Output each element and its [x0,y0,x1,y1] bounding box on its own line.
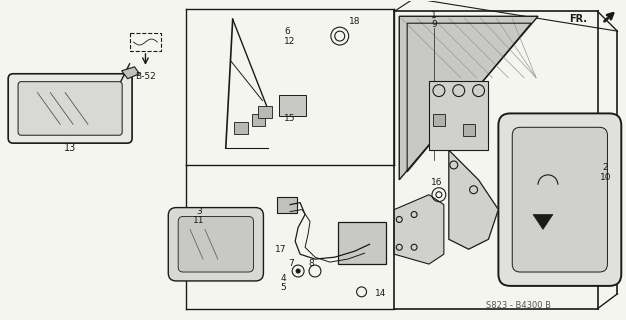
Polygon shape [429,81,488,150]
Text: 2: 2 [603,164,608,172]
FancyBboxPatch shape [433,114,445,126]
Text: 6: 6 [284,27,290,36]
FancyBboxPatch shape [338,222,386,264]
Text: 11: 11 [193,216,205,225]
Text: 17: 17 [275,245,286,254]
Polygon shape [399,16,538,180]
Polygon shape [121,67,140,79]
Text: 14: 14 [374,289,386,298]
FancyBboxPatch shape [463,124,475,136]
Bar [130,33,162,51]
Text: 10: 10 [600,173,611,182]
Text: 12: 12 [284,36,295,45]
Text: 13: 13 [64,143,76,153]
Text: 8: 8 [308,259,314,268]
Text: 5: 5 [280,284,286,292]
FancyBboxPatch shape [233,122,247,134]
Polygon shape [449,150,498,249]
Text: 16: 16 [431,178,443,187]
FancyBboxPatch shape [259,107,272,118]
FancyBboxPatch shape [498,113,621,286]
FancyBboxPatch shape [252,114,265,126]
Text: FR.: FR. [568,14,587,24]
Text: S823 - B4300 B: S823 - B4300 B [486,301,551,310]
Text: 18: 18 [349,17,361,26]
Text: B-52: B-52 [135,72,156,81]
Polygon shape [533,214,553,229]
Text: 7: 7 [289,259,294,268]
Circle shape [296,269,300,273]
FancyBboxPatch shape [168,208,264,281]
Polygon shape [394,195,444,264]
Text: 15: 15 [284,114,295,123]
Text: 3: 3 [196,207,202,216]
FancyBboxPatch shape [512,127,607,272]
Text: 4: 4 [280,275,286,284]
FancyBboxPatch shape [178,217,254,272]
Text: 9: 9 [431,20,437,29]
FancyBboxPatch shape [277,197,297,212]
FancyBboxPatch shape [8,74,132,143]
FancyBboxPatch shape [279,95,306,116]
FancyBboxPatch shape [18,82,122,135]
Text: 1: 1 [431,11,437,20]
